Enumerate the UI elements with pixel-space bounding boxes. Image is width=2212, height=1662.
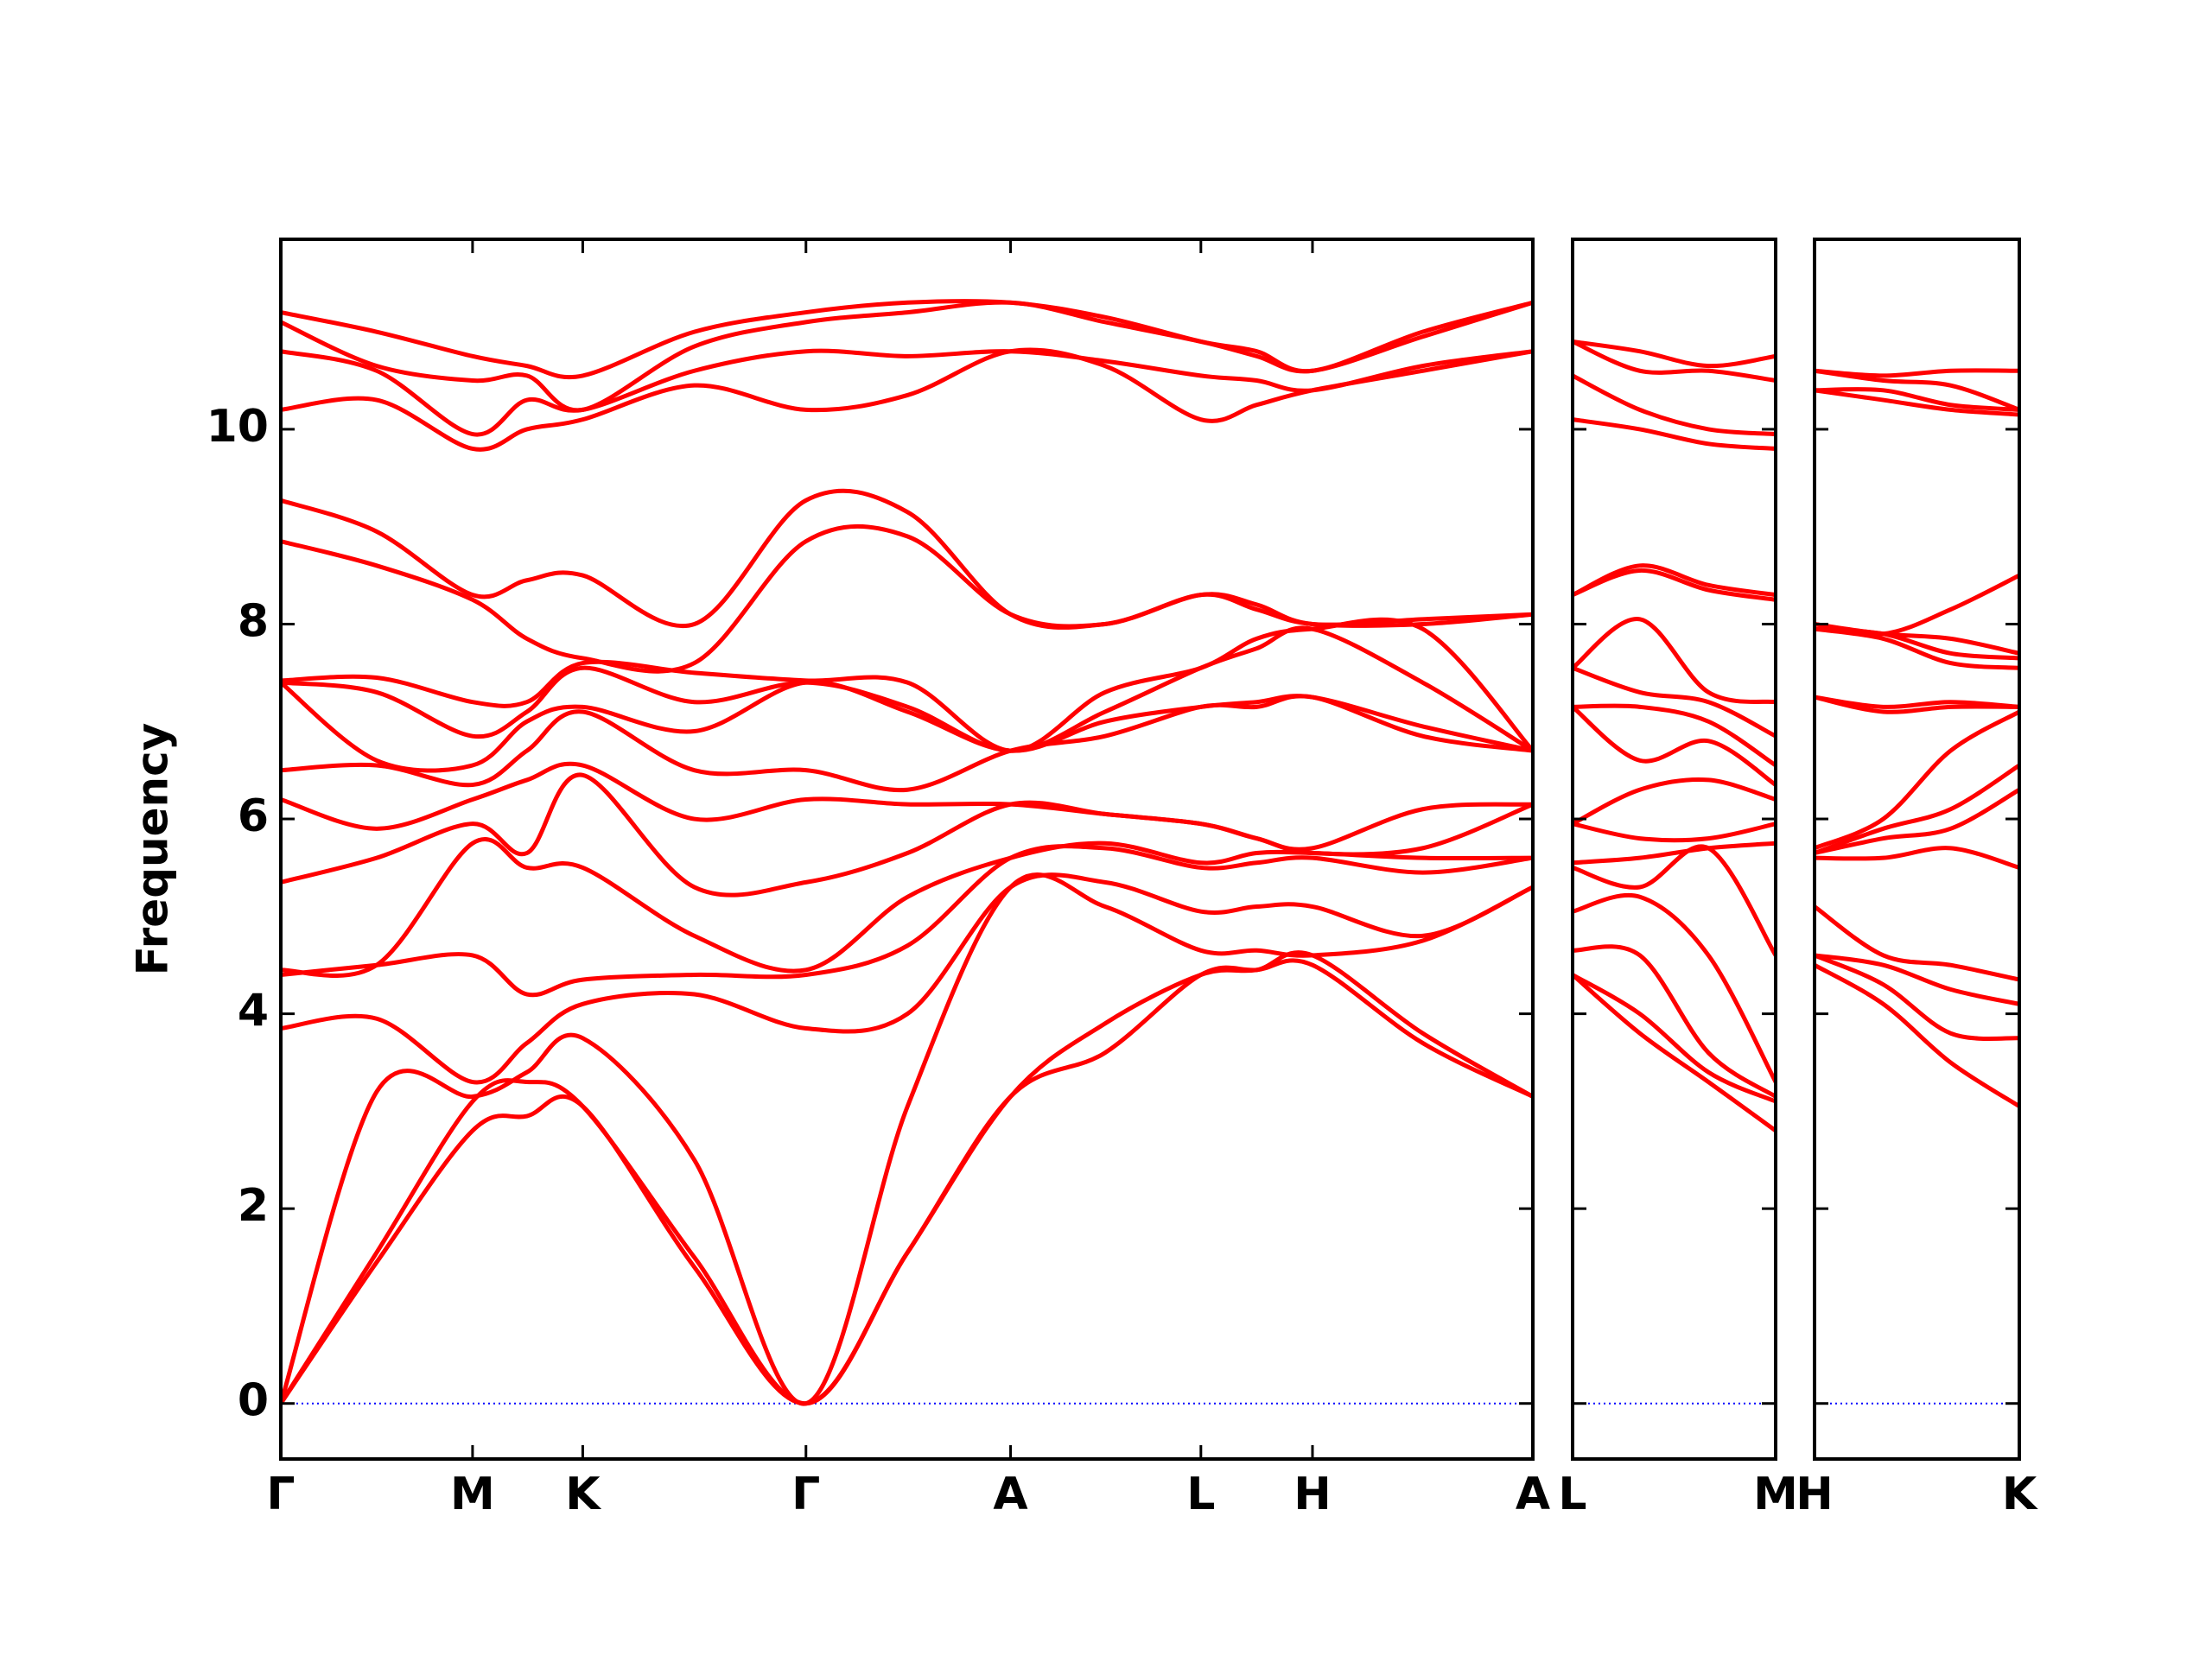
band-line [281, 299, 1533, 380]
band-line [1573, 893, 1776, 1083]
band-line [1573, 705, 1776, 787]
y-tick-label: 2 [238, 1180, 269, 1232]
band-line [1573, 973, 1776, 1132]
band-line [281, 772, 1533, 898]
x-tick-label: M [1753, 1469, 1798, 1520]
band-line [1815, 953, 2019, 1006]
x-tick-label: L [1558, 1469, 1586, 1520]
band-line [1573, 617, 1776, 705]
band-line [1815, 388, 2019, 417]
x-tick-label: Γ [266, 1469, 295, 1520]
band-line [281, 844, 1533, 998]
x-tick-label: K [565, 1469, 601, 1520]
x-tick-label: H [1294, 1469, 1332, 1520]
band-line [1573, 844, 1776, 957]
x-tick-label: A [993, 1469, 1027, 1520]
band-line [1815, 846, 2019, 870]
band-line [1815, 387, 2019, 412]
y-tick-label: 4 [238, 986, 269, 1037]
band-line [281, 617, 1533, 753]
band-line [281, 625, 1533, 753]
band-line [281, 958, 1533, 1406]
band-line [281, 761, 1533, 852]
band-line [281, 950, 1533, 1406]
x-tick-label: L [1186, 1469, 1215, 1520]
band-line [281, 872, 1533, 1406]
band-line [1815, 695, 2019, 709]
band-line [1573, 563, 1776, 598]
band-line [281, 680, 1533, 773]
plot-frame [1813, 238, 2021, 1461]
y-tick-label: 8 [238, 595, 269, 647]
band-line [1815, 953, 2019, 1041]
band-line [1815, 695, 2019, 714]
y-axis-label: Frequency [128, 723, 178, 976]
plot-frame [279, 238, 1535, 1461]
band-line [1573, 665, 1776, 739]
band-line [281, 872, 1533, 1085]
band-line [1573, 973, 1776, 1104]
x-tick-label: K [2002, 1469, 2038, 1520]
band-line [1573, 339, 1776, 369]
y-tick-label: 6 [238, 790, 269, 842]
band-line [1573, 944, 1776, 1099]
band-line [1815, 709, 2019, 851]
band-line [1815, 963, 2019, 1108]
band-line [281, 348, 1533, 437]
band-line [1573, 841, 1776, 866]
x-tick-label: H [1796, 1469, 1834, 1520]
band-line [1815, 368, 2019, 378]
y-tick-label: 0 [238, 1375, 269, 1427]
band-line [1573, 417, 1776, 451]
band-line [281, 523, 1533, 674]
x-tick-label: M [450, 1469, 495, 1520]
x-tick-label: A [1516, 1469, 1550, 1520]
band-line [1815, 573, 2019, 637]
band-line [1815, 763, 2019, 855]
band-line [1815, 904, 2019, 982]
band-line [1815, 788, 2019, 855]
band-line [1573, 821, 1776, 843]
band-line [281, 488, 1533, 630]
band-line [1573, 339, 1776, 384]
plot-frame [1571, 238, 1777, 1461]
y-tick-label: 10 [207, 401, 269, 453]
band-line [1573, 777, 1776, 826]
band-line [1573, 703, 1776, 768]
band-line [1573, 373, 1776, 437]
x-tick-label: Γ [791, 1469, 820, 1520]
